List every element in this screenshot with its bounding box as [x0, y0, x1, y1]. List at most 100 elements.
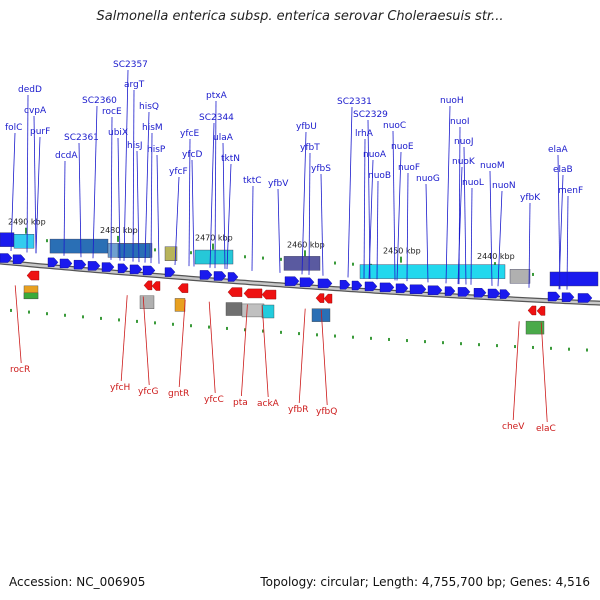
forward-gene-arrow-30: [561, 292, 575, 302]
gene-label-SC2329: SC2329: [353, 110, 388, 120]
tick-mark-lower: [316, 333, 318, 337]
feature-block-upper-6: [194, 249, 234, 265]
gene-label-nuoH: nuoH: [440, 96, 464, 106]
scale-label-3: 2460 kbp: [287, 240, 325, 249]
forward-gene-arrow-22: [409, 284, 427, 294]
leader-line-rocR: [14, 285, 22, 364]
forward-gene-arrow-16: [317, 278, 333, 289]
tick-mark-lower: [514, 345, 516, 349]
leader-line-nuoC: [392, 130, 396, 281]
gene-label-purF: purF: [30, 127, 50, 137]
leader-line-ptxA: [214, 100, 217, 269]
gene-label-ptxA: ptxA: [206, 91, 228, 101]
forward-gene-arrow-10: [164, 267, 176, 277]
gene-label-cheV: cheV: [502, 422, 525, 432]
forward-gene-arrow-24: [444, 286, 456, 296]
tick-mark-lower: [298, 332, 300, 336]
tick-mark-lower: [46, 312, 48, 316]
leader-line-hisP: [156, 154, 160, 264]
feature-block-upper-9: [509, 269, 531, 284]
forward-gene-arrow-9: [142, 265, 156, 276]
leader-line-tktN: [226, 163, 232, 270]
tick-mark-upper: [244, 255, 246, 259]
leader-line-pta: [241, 304, 248, 397]
gene-label-nuoE: nuoE: [391, 142, 414, 152]
leader-line-rocE: [110, 116, 113, 260]
gene-label-nuoF: nuoF: [398, 163, 420, 173]
tick-mark-lower: [352, 335, 354, 339]
leader-line-yfbR: [298, 308, 306, 404]
gene-label-yfbV: yfbV: [268, 179, 289, 189]
leader-line-yfbT: [308, 152, 311, 275]
reverse-gene-arrow-6: [261, 289, 277, 300]
leader-line-hisJ: [136, 150, 140, 263]
forward-gene-arrow-23: [427, 285, 443, 295]
tick-mark-lower: [118, 318, 120, 322]
reverse-gene-arrow-4: [227, 287, 243, 297]
forward-gene-arrow-26: [473, 288, 487, 298]
tick-mark-lower: [586, 348, 588, 352]
gene-label-nuoL: nuoL: [462, 178, 484, 188]
forward-gene-arrow-6: [101, 262, 115, 272]
gene-label-nuoJ: nuoJ: [454, 137, 474, 147]
tick-mark-lower: [388, 337, 390, 341]
tick-mark-lower: [496, 344, 498, 348]
forward-gene-arrow-2: [47, 257, 59, 268]
tick-mark-lower: [532, 345, 534, 349]
tick-mark-lower: [10, 308, 12, 312]
tick-mark-lower: [568, 347, 570, 351]
gene-label-nuoC: nuoC: [383, 121, 406, 131]
forward-gene-arrow-5: [87, 261, 101, 271]
leader-line-nuoA: [368, 159, 374, 279]
gene-label-dcdA: dcdA: [55, 151, 78, 161]
gene-label-yfcF: yfcF: [169, 167, 188, 177]
gene-label-folC: folC: [5, 123, 22, 133]
tick-mark-lower: [478, 343, 480, 347]
leader-line-gntR: [178, 299, 186, 388]
reverse-gene-arrow-0: [26, 270, 40, 281]
leader-line-yfbU: [301, 131, 307, 275]
leader-line-dcdA: [63, 160, 66, 256]
tick-mark-lower: [244, 328, 246, 332]
feature-block-upper-1: [13, 234, 35, 249]
tick-mark-upper: [190, 251, 192, 255]
forward-gene-arrow-7: [117, 263, 129, 274]
leader-line-SC2331: [347, 106, 353, 278]
tick-mark-lower: [406, 339, 408, 343]
leader-line-cheV: [512, 321, 520, 421]
gene-label-yfcG: yfcG: [138, 387, 158, 397]
leader-line-argT: [132, 89, 135, 262]
leader-line-lrhA: [363, 138, 366, 279]
gene-label-yfcE: yfcE: [180, 129, 199, 139]
tick-mark-lower: [208, 325, 210, 329]
leader-line-nuoH: [445, 105, 451, 284]
forward-gene-arrow-31: [577, 293, 593, 303]
gene-label-elaC: elaC: [536, 424, 556, 434]
scale-label-2: 2470 kbp: [195, 234, 233, 243]
gene-label-yfcD: yfcD: [182, 150, 202, 160]
gene-label-nuoB: nuoB: [368, 171, 391, 181]
feature-block-upper-2: [49, 238, 109, 254]
forward-gene-arrow-11: [199, 270, 213, 280]
feature-block-upper-8: [359, 264, 506, 279]
forward-gene-arrow-19: [364, 281, 378, 292]
reverse-gene-arrow-7: [315, 293, 325, 303]
gene-label-yfbR: yfbR: [288, 405, 308, 415]
forward-gene-arrow-18: [351, 280, 363, 291]
tick-mark-lower: [28, 310, 30, 314]
leader-line-ulaA: [222, 142, 226, 269]
gene-label-elaB: elaB: [553, 165, 573, 175]
tick-mark-upper: [46, 239, 48, 243]
gene-label-tktC: tktC: [243, 176, 262, 186]
leader-line-yfbK: [528, 202, 531, 288]
feature-block-lower-6: [261, 304, 275, 319]
genome-stats: Topology: circular; Length: 4,755,700 bp…: [260, 575, 590, 589]
forward-gene-arrow-8: [129, 264, 143, 275]
leader-line-yfcH: [120, 295, 128, 382]
leader-line-elaC: [540, 322, 548, 423]
leader-line-folC: [10, 132, 16, 252]
tick-mark-lower: [172, 322, 174, 326]
tick-mark-lower: [82, 315, 84, 319]
leader-line-nuoK: [457, 166, 463, 285]
